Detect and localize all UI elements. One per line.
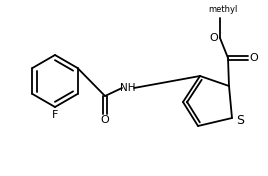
Text: S: S: [236, 114, 244, 127]
Text: O: O: [100, 115, 109, 125]
Text: O: O: [210, 33, 218, 43]
Text: F: F: [52, 110, 58, 120]
Text: methyl: methyl: [208, 5, 238, 14]
Text: O: O: [250, 53, 258, 63]
Text: NH: NH: [120, 83, 136, 93]
